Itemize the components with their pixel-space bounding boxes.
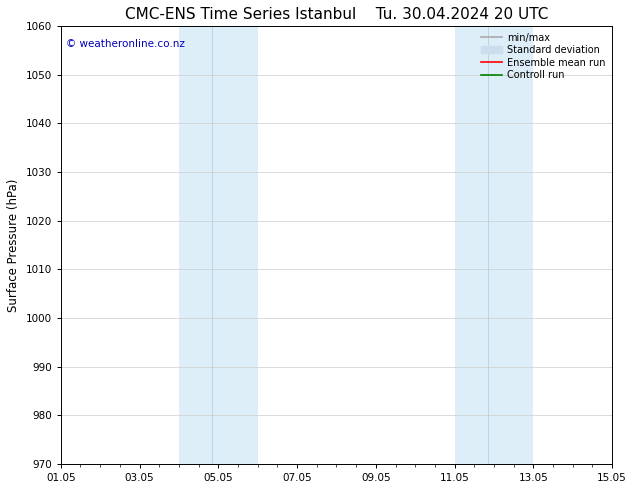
Legend: min/max, Standard deviation, Ensemble mean run, Controll run: min/max, Standard deviation, Ensemble me… [477,29,609,84]
Bar [455,26,488,464]
Bar [179,26,212,464]
Bar [212,26,257,464]
Y-axis label: Surface Pressure (hPa): Surface Pressure (hPa) [7,178,20,312]
Title: CMC-ENS Time Series Istanbul    Tu. 30.04.2024 20 UTC: CMC-ENS Time Series Istanbul Tu. 30.04.2… [125,7,548,22]
Bar [488,26,533,464]
Text: © weatheronline.co.nz: © weatheronline.co.nz [67,39,185,49]
